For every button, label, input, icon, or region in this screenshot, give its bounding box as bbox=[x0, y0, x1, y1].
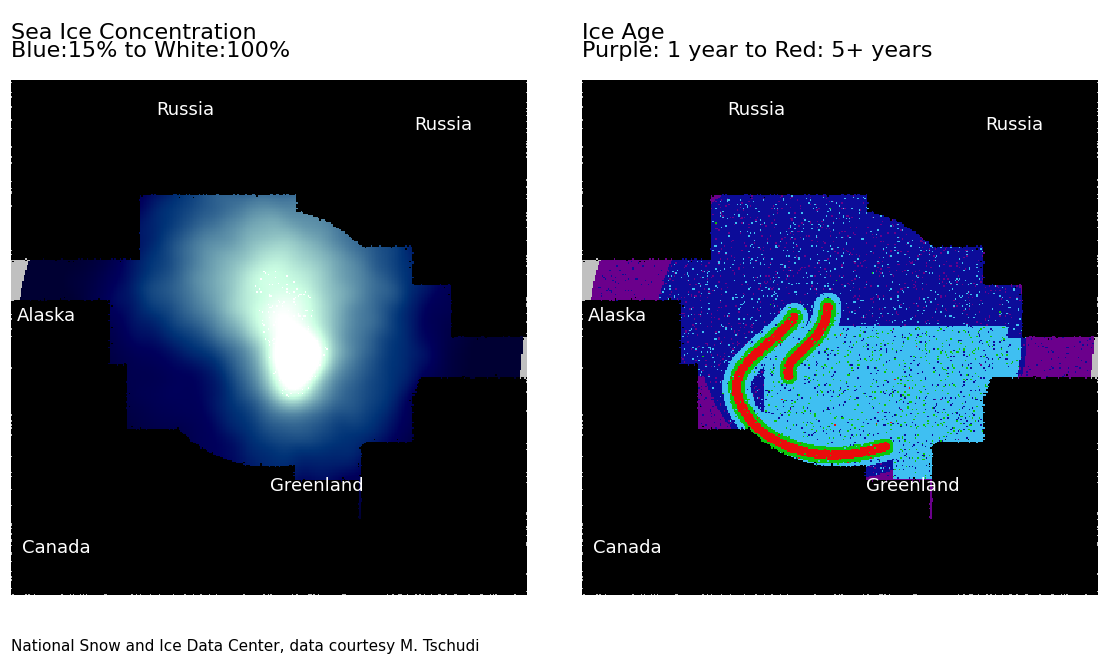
Text: Alaska: Alaska bbox=[17, 307, 76, 325]
Text: Purple: 1 year to Red: 5+ years: Purple: 1 year to Red: 5+ years bbox=[582, 42, 933, 61]
Text: Canada: Canada bbox=[22, 539, 91, 557]
Text: Alaska: Alaska bbox=[588, 307, 647, 325]
Text: Sea Ice Concentration: Sea Ice Concentration bbox=[11, 23, 256, 43]
Text: Russia: Russia bbox=[727, 101, 785, 119]
Text: Ice Age: Ice Age bbox=[582, 23, 665, 43]
Text: Russia: Russia bbox=[984, 116, 1043, 134]
Text: Greenland: Greenland bbox=[270, 477, 363, 495]
Text: Canada: Canada bbox=[594, 539, 662, 557]
Text: Russia: Russia bbox=[156, 101, 214, 119]
Text: National Snow and Ice Data Center, data courtesy M. Tschudi: National Snow and Ice Data Center, data … bbox=[11, 639, 479, 654]
Text: Russia: Russia bbox=[413, 116, 472, 134]
Text: Greenland: Greenland bbox=[867, 477, 960, 495]
Text: Blue:15% to White:100%: Blue:15% to White:100% bbox=[11, 42, 290, 61]
